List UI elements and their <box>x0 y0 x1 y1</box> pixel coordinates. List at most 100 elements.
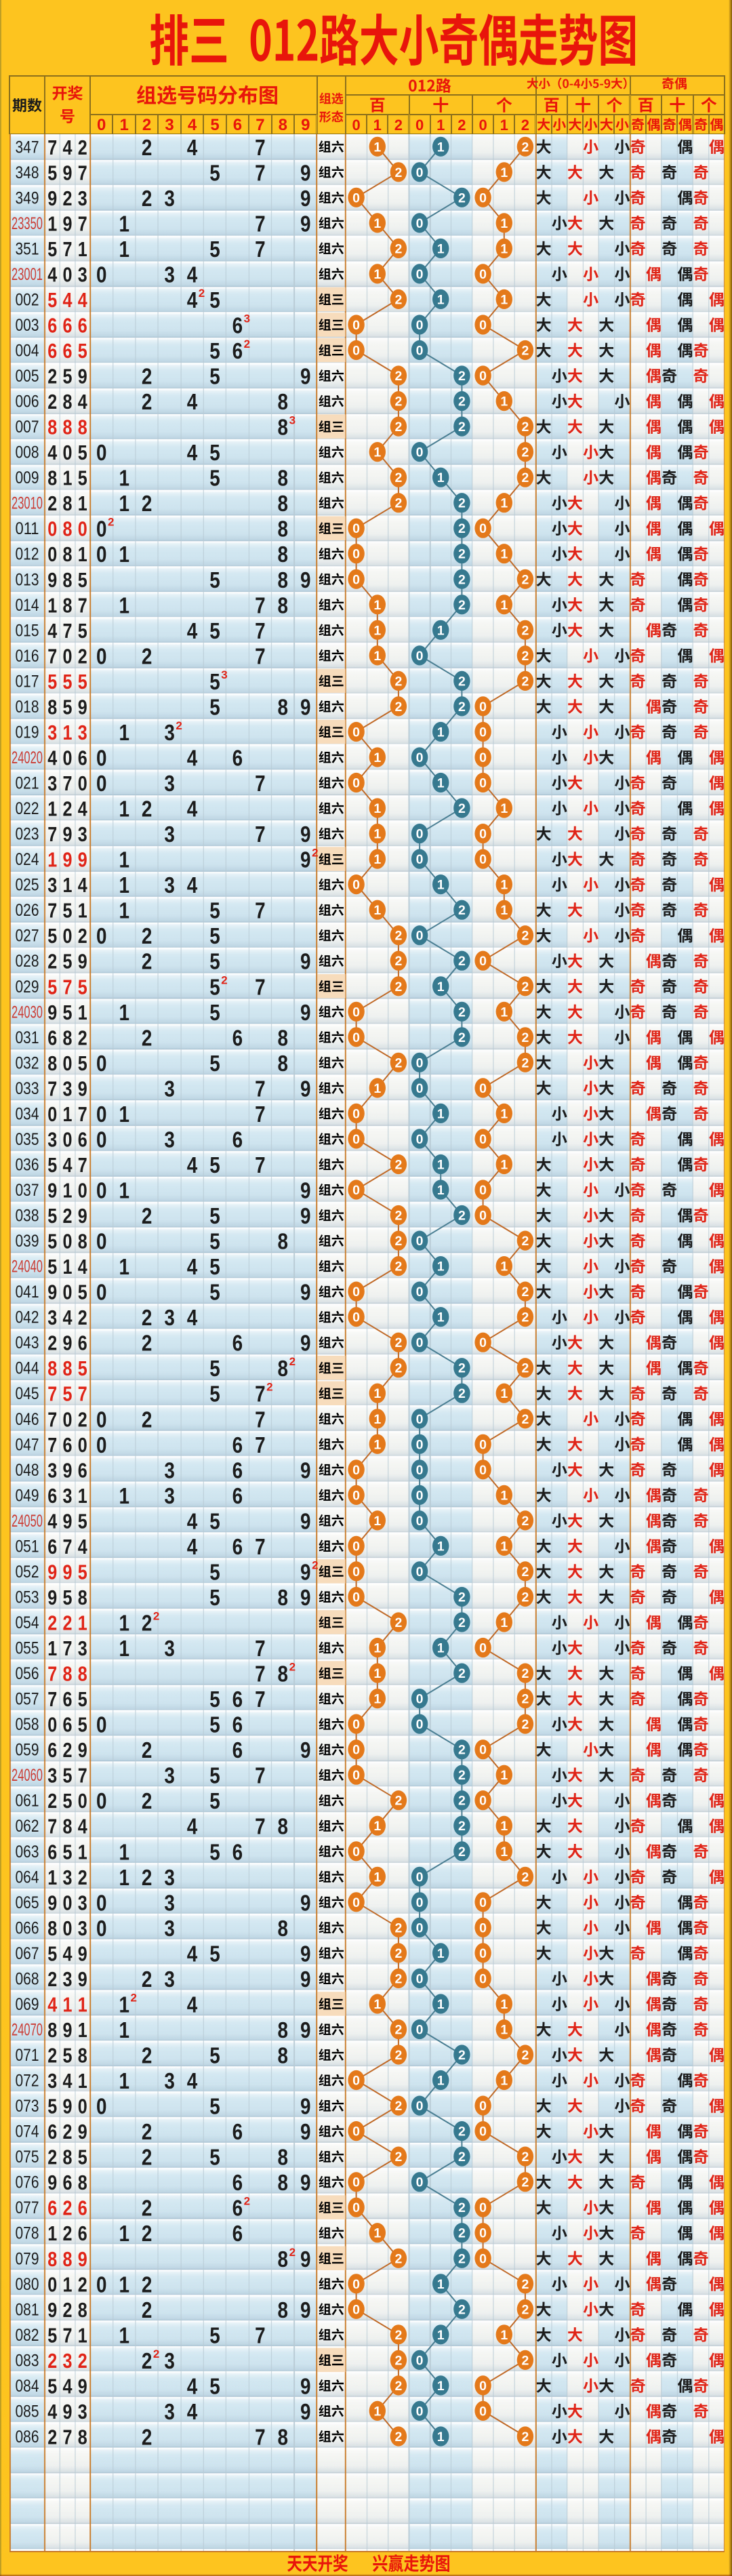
svg-text:2: 2 <box>289 2246 296 2259</box>
svg-text:0: 0 <box>63 746 73 770</box>
svg-text:2: 2 <box>394 420 402 435</box>
svg-text:0: 0 <box>97 116 106 134</box>
svg-text:0: 0 <box>479 1335 487 1350</box>
svg-text:0: 0 <box>416 344 424 359</box>
svg-text:1: 1 <box>63 1179 73 1203</box>
svg-text:0: 0 <box>96 1890 107 1915</box>
svg-text:1: 1 <box>78 542 87 566</box>
svg-text:4: 4 <box>187 135 198 160</box>
svg-text:9: 9 <box>78 695 87 719</box>
svg-text:6: 6 <box>232 2196 243 2221</box>
svg-text:0: 0 <box>479 954 487 969</box>
svg-text:5: 5 <box>209 287 220 313</box>
svg-text:6: 6 <box>78 2221 87 2245</box>
svg-text:1: 1 <box>47 1866 57 1889</box>
svg-text:1: 1 <box>78 2018 87 2042</box>
svg-text:1: 1 <box>437 1158 445 1173</box>
svg-text:5: 5 <box>63 670 73 693</box>
svg-text:9: 9 <box>300 1967 311 1992</box>
svg-text:5: 5 <box>209 237 220 262</box>
svg-text:6: 6 <box>78 1458 87 1482</box>
svg-text:2: 2 <box>458 190 466 205</box>
svg-text:2: 2 <box>142 2425 152 2450</box>
svg-text:6: 6 <box>232 1331 243 1356</box>
svg-text:0: 0 <box>352 1183 360 1198</box>
svg-text:7: 7 <box>63 237 73 261</box>
svg-text:0: 0 <box>479 1641 487 1656</box>
svg-text:0: 0 <box>479 1209 487 1224</box>
svg-text:1: 1 <box>119 211 129 236</box>
svg-text:062: 062 <box>16 1817 39 1836</box>
svg-text:075: 075 <box>16 2148 39 2167</box>
svg-text:2: 2 <box>521 1666 529 1681</box>
svg-text:0: 0 <box>63 1891 73 1914</box>
svg-text:0: 0 <box>96 1178 107 1203</box>
svg-text:2: 2 <box>521 2048 529 2063</box>
svg-text:0: 0 <box>416 1920 424 1935</box>
svg-text:5: 5 <box>63 1382 73 1406</box>
svg-text:0: 0 <box>479 117 487 134</box>
svg-text:071: 071 <box>16 2046 39 2065</box>
svg-text:019: 019 <box>16 723 39 742</box>
svg-text:2: 2 <box>458 1768 466 1783</box>
svg-text:2: 2 <box>142 923 152 948</box>
svg-text:0: 0 <box>479 2226 487 2241</box>
svg-text:2: 2 <box>394 369 402 384</box>
svg-text:9: 9 <box>78 2120 87 2144</box>
svg-text:1: 1 <box>437 470 445 485</box>
svg-text:081: 081 <box>16 2300 39 2319</box>
svg-text:1: 1 <box>373 1819 381 1834</box>
svg-text:2: 2 <box>521 344 529 359</box>
svg-text:2: 2 <box>458 2302 466 2317</box>
svg-text:1: 1 <box>47 1636 57 1660</box>
svg-text:0: 0 <box>352 117 360 134</box>
svg-text:2: 2 <box>521 445 529 460</box>
svg-text:0: 0 <box>352 725 360 740</box>
svg-text:0: 0 <box>352 1285 360 1300</box>
svg-text:1: 1 <box>78 1001 87 1024</box>
svg-text:2: 2 <box>394 1971 402 1986</box>
svg-text:0: 0 <box>416 827 424 842</box>
svg-text:2: 2 <box>312 1558 318 1571</box>
svg-text:5: 5 <box>209 694 220 719</box>
svg-text:5: 5 <box>209 898 220 923</box>
svg-text:5: 5 <box>209 2043 220 2068</box>
svg-text:0: 0 <box>352 547 360 562</box>
svg-text:011: 011 <box>16 519 39 538</box>
svg-text:057: 057 <box>16 1690 39 1709</box>
svg-text:2: 2 <box>394 1615 402 1630</box>
svg-text:2: 2 <box>394 700 402 715</box>
svg-text:5: 5 <box>209 440 220 465</box>
svg-text:1: 1 <box>373 1412 381 1427</box>
svg-text:6: 6 <box>78 1127 87 1151</box>
svg-text:2: 2 <box>63 797 73 821</box>
svg-text:4: 4 <box>78 873 88 897</box>
svg-text:2: 2 <box>521 1692 529 1707</box>
svg-text:5: 5 <box>47 1153 57 1177</box>
svg-text:2: 2 <box>142 2297 152 2322</box>
svg-text:2: 2 <box>142 2221 152 2246</box>
svg-text:8: 8 <box>47 2018 57 2042</box>
svg-text:2: 2 <box>142 1305 152 1330</box>
svg-text:2: 2 <box>394 241 402 256</box>
svg-text:8: 8 <box>278 542 289 567</box>
svg-text:2: 2 <box>78 1407 87 1431</box>
svg-text:6: 6 <box>63 339 73 363</box>
svg-text:0: 0 <box>78 1179 87 1203</box>
svg-text:008: 008 <box>16 443 39 462</box>
svg-text:7: 7 <box>78 1382 87 1406</box>
svg-text:9: 9 <box>47 2171 57 2194</box>
svg-text:0: 0 <box>479 852 487 867</box>
svg-text:2: 2 <box>394 1335 402 1350</box>
svg-text:1: 1 <box>437 2277 445 2292</box>
svg-text:0: 0 <box>96 1127 107 1152</box>
svg-text:1: 1 <box>119 2322 129 2348</box>
svg-text:9: 9 <box>300 1331 311 1356</box>
svg-text:0: 0 <box>96 1916 107 1941</box>
svg-text:0: 0 <box>96 1788 107 1813</box>
svg-text:5: 5 <box>78 975 87 999</box>
svg-text:5: 5 <box>78 1509 87 1533</box>
svg-text:080: 080 <box>16 2275 39 2294</box>
svg-text:4: 4 <box>187 1254 198 1279</box>
svg-text:8: 8 <box>63 542 73 566</box>
